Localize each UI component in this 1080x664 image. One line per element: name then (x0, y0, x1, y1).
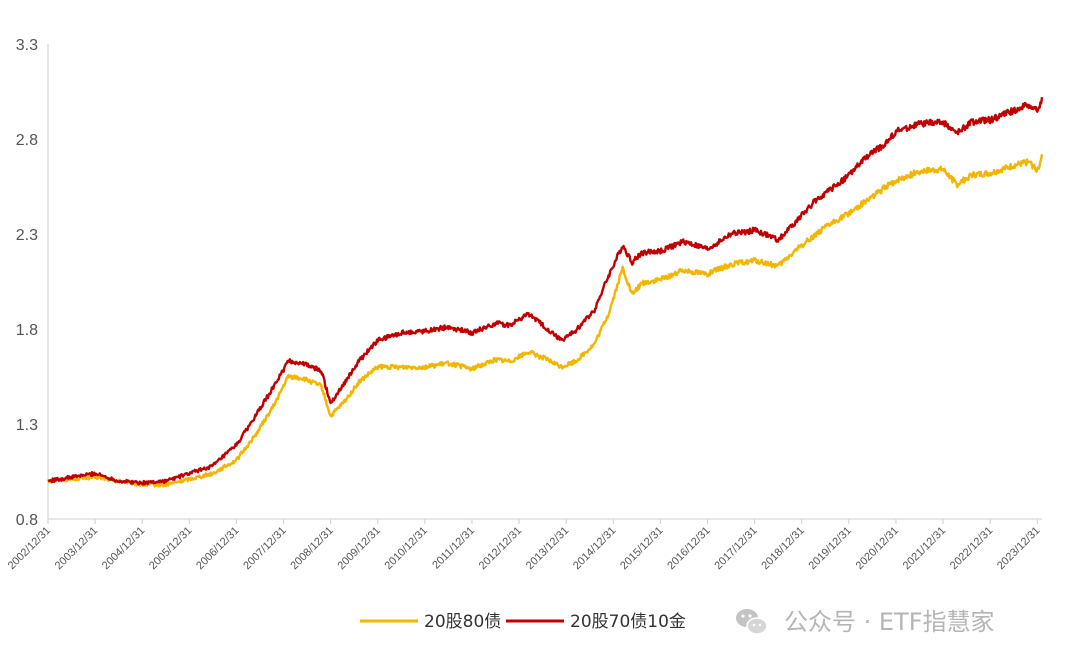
y-tick-label: 1.3 (16, 417, 38, 434)
x-tick-label: 2016/12/31 (665, 525, 712, 572)
x-tick-label: 2007/12/31 (241, 525, 288, 572)
legend: 20股80债 20股70债10金 (360, 612, 686, 632)
legend-label-1: 20股70债10金 (570, 612, 686, 632)
x-tick-label: 2004/12/31 (100, 525, 147, 572)
y-tick-label: 2.8 (16, 132, 38, 149)
y-tick-label: 1.8 (16, 322, 38, 339)
x-tick-label: 2011/12/31 (430, 525, 477, 572)
x-tick-label: 2017/12/31 (712, 525, 759, 572)
x-tick-label: 2023/12/31 (995, 525, 1042, 572)
x-tick-label: 2006/12/31 (194, 525, 241, 572)
x-tick-label: 2009/12/31 (335, 525, 382, 572)
x-tick-label: 2012/12/31 (477, 525, 524, 572)
x-tick-label: 2010/12/31 (383, 525, 430, 572)
series-line-1 (47, 97, 1044, 486)
x-tick-label: 2015/12/31 (618, 525, 665, 572)
x-tick-label: 2021/12/31 (901, 525, 948, 572)
x-tick-label: 2013/12/31 (524, 525, 571, 572)
series-layer (47, 97, 1044, 488)
y-tick-label: 2.3 (16, 227, 38, 244)
x-tick-label: 2003/12/31 (53, 525, 100, 572)
y-tick-label: 3.3 (16, 37, 38, 54)
x-tick-label: 2008/12/31 (288, 525, 335, 572)
legend-label-0: 20股80债 (424, 612, 501, 632)
watermark-text: 公众号 · ETF指慧家 (784, 608, 995, 636)
x-tick-label: 2014/12/31 (571, 525, 618, 572)
y-tick-label: 0.8 (16, 512, 38, 529)
x-axis-ticks: 2002/12/31 2003/12/31 2004/12/31 2005/12/31… (6, 519, 1042, 572)
y-axis-ticks: 0.8 1.3 1.8 2.3 2.8 3.3 (16, 37, 38, 529)
x-tick-label: 2005/12/31 (147, 525, 194, 572)
x-tick-label: 2002/12/31 (6, 525, 53, 572)
series-line-0 (47, 153, 1044, 488)
x-tick-label: 2018/12/31 (759, 525, 806, 572)
watermark: 公众号 · ETF指慧家 (736, 608, 995, 636)
wechat-icon (736, 609, 768, 635)
x-tick-label: 2019/12/31 (807, 525, 854, 572)
x-tick-label: 2020/12/31 (854, 525, 901, 572)
x-tick-label: 2022/12/31 (948, 525, 995, 572)
